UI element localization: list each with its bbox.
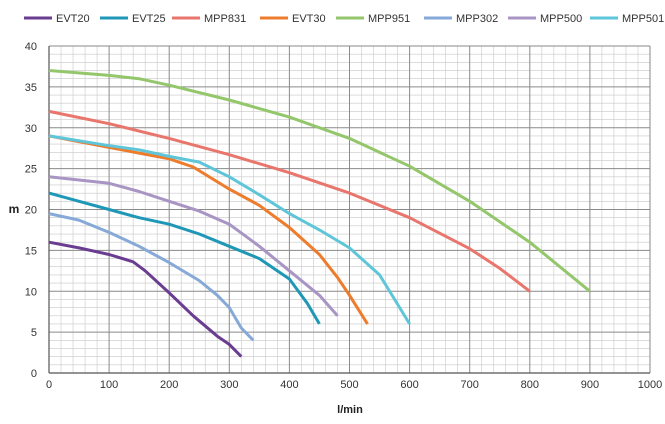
legend-label-evt25: EVT25 (132, 13, 166, 25)
legend-label-mpp302: MPP302 (456, 13, 498, 25)
y-tick-label: 30 (25, 123, 37, 135)
y-tick-label: 0 (31, 368, 37, 380)
x-axis-label: l/min (337, 404, 363, 416)
x-tick-label: 800 (521, 379, 539, 391)
legend-label-mpp501: MPP501 (622, 13, 664, 25)
series-line-mpp302 (48, 212, 255, 342)
y-tick-label: 20 (25, 205, 37, 217)
grid (48, 45, 651, 374)
y-tick-label: 15 (25, 245, 37, 257)
y-tick-label: 25 (25, 164, 37, 176)
x-tick-label: 600 (400, 379, 418, 391)
legend-label-evt30: EVT30 (292, 13, 326, 25)
axes: 0 100 200 300 400 500 600 700 800 900 1000 0 5 10 15 20… (25, 41, 662, 391)
x-tick-label: 200 (160, 379, 178, 391)
legend-label-mpp951: MPP951 (368, 13, 410, 25)
series-line-mpp831 (48, 109, 531, 293)
legend-label-mpp831: MPP831 (204, 13, 246, 25)
x-tick-label: 400 (280, 379, 298, 391)
series-line-evt20 (48, 240, 243, 358)
y-tick-label: 10 (25, 286, 37, 298)
series-line-mpp501 (48, 134, 411, 325)
y-tick-label: 5 (31, 327, 37, 339)
x-tick-label: 900 (581, 379, 599, 391)
series-lines (48, 69, 591, 358)
x-tick-label: 100 (100, 379, 118, 391)
y-axis-label: m (9, 202, 20, 216)
legend-label-evt20: EVT20 (56, 13, 90, 25)
x-tick-label: 0 (46, 379, 52, 391)
x-tick-label: 500 (340, 379, 358, 391)
series-line-mpp500 (48, 175, 339, 317)
x-tick-label: 700 (461, 379, 479, 391)
series-line-evt25 (48, 191, 321, 325)
y-tick-label: 35 (25, 82, 37, 94)
x-tick-label: 300 (220, 379, 238, 391)
legend-label-mpp500: MPP500 (540, 13, 582, 25)
y-tick-label: 40 (25, 41, 37, 53)
x-tick-label: 1000 (638, 379, 662, 391)
legend: EVT20 EVT25 MPP831 EVT30 MPP951 MPP302 MPP500 M… (24, 13, 664, 25)
series-line-evt30 (48, 134, 369, 325)
series-line-mpp951 (48, 69, 591, 293)
